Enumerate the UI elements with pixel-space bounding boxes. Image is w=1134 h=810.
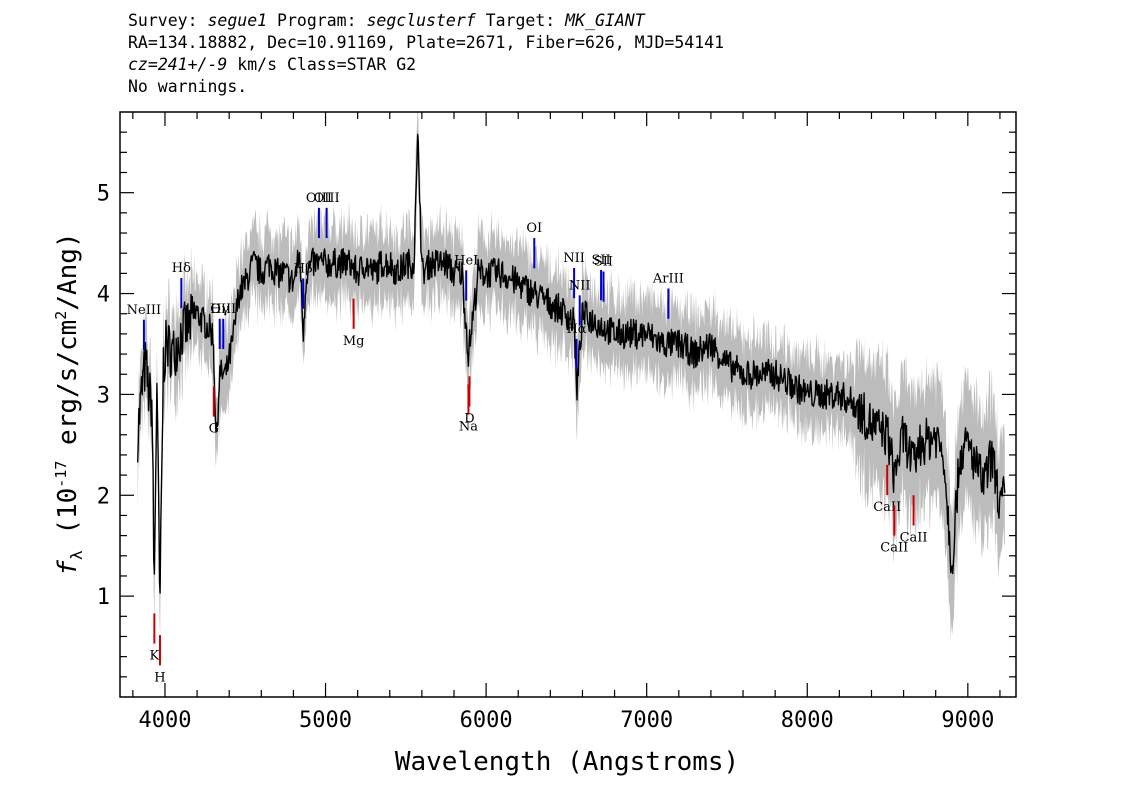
program-key: Program:	[277, 11, 357, 30]
program-value: segclusterf	[366, 11, 476, 30]
survey-value: segue1	[207, 11, 268, 30]
x-axis-title: Wavelength (Angstroms)	[395, 747, 739, 777]
emission-line-label: OIII	[306, 191, 332, 206]
x-tick-label: 6000	[460, 708, 513, 733]
emission-line-label: Hβ	[294, 261, 313, 276]
y-tick-label: 2	[97, 484, 110, 509]
line-marker-layer: NeIIIHδHγOIIIHβOIIIOIIIHeIOINIIHαNIISIIS…	[127, 191, 928, 686]
absorption-line-label: K	[150, 649, 160, 664]
absorption-line-label: G	[209, 422, 219, 437]
absorption-line-label: H	[154, 670, 165, 685]
x-axis: 4000 5000 6000 7000 8000 9000	[132, 112, 1001, 733]
target-value: MK_GIANT	[565, 11, 645, 30]
flux-series-line	[137, 133, 1006, 594]
absorption-line-label: D	[464, 412, 474, 427]
survey-key: Survey:	[128, 11, 198, 30]
x-tick-label: 5000	[299, 708, 352, 733]
emission-line-label: NeIII	[127, 303, 161, 318]
emission-line-label: OI	[526, 221, 542, 236]
class-text: km/s Class=STAR G2	[237, 55, 417, 74]
absorption-line-label: Mg	[343, 334, 365, 349]
cz-key: cz=	[128, 55, 158, 74]
emission-line-label: ArIII	[652, 272, 684, 287]
y-tick-label: 4	[97, 283, 110, 308]
emission-line-label: Hγ	[210, 302, 229, 317]
emission-line-label: NII	[563, 251, 585, 266]
header-line-warnings: No warnings.	[128, 77, 248, 96]
header-line-redshift: cz=241+/-9 km/s Class=STAR G2	[128, 54, 724, 76]
emission-line-label: NII	[569, 278, 591, 293]
error-band-layer	[137, 112, 1005, 641]
emission-line-label: HeI	[454, 253, 478, 268]
y-tick-label: 5	[97, 182, 110, 207]
x-tick-label: 4000	[138, 708, 191, 733]
x-tick-label: 7000	[620, 708, 673, 733]
target-key: Target:	[485, 11, 556, 30]
absorption-line-label: CaII	[900, 531, 928, 546]
absorption-line-label: CaII	[873, 500, 901, 515]
emission-line-label: Hα	[566, 322, 586, 337]
x-tick-label: 8000	[781, 708, 834, 733]
y-axis: 1 2 3 4 5	[97, 131, 1016, 678]
y-axis-title: fλ (10-17 erg/s/cm2/Ang)	[52, 232, 86, 575]
emission-line-label: OIII	[210, 302, 236, 317]
absorption-line-label: Na	[459, 420, 478, 435]
spectrum-header: Survey: segue1 Program: segclusterf Targ…	[128, 10, 724, 98]
error-band	[137, 112, 1005, 641]
flux-layer	[137, 133, 1006, 594]
plot-frame	[119, 111, 1017, 698]
header-line-coords: RA=134.18882, Dec=10.91169, Plate=2671, …	[128, 33, 725, 52]
emission-line-label: OIII	[314, 191, 340, 206]
absorption-line-label: CaII	[880, 541, 908, 556]
y-tick-label: 1	[97, 585, 110, 610]
x-tick-label: 9000	[941, 708, 994, 733]
header-line-survey: Survey: segue1 Program: segclusterf Targ…	[128, 10, 724, 32]
emission-line-label: SII	[594, 254, 613, 269]
emission-line-label: SII	[591, 253, 610, 268]
y-tick-label: 3	[97, 383, 110, 408]
cz-value: 241+/-9	[157, 55, 228, 74]
emission-line-label: Hδ	[172, 261, 191, 276]
